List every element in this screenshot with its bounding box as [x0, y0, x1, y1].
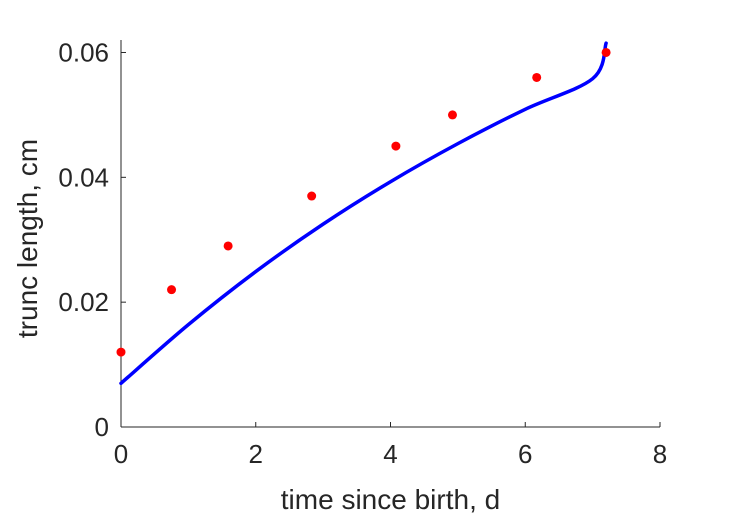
axes: [120, 40, 660, 428]
data-point: [223, 241, 233, 251]
fit-line-layer: [119, 41, 608, 386]
data-points-layer: [116, 47, 611, 357]
x-tick-label: 0: [114, 439, 128, 469]
ticks: 0 2 4 6 8 0 0.02 0.04 0.06: [58, 37, 667, 469]
y-tick-label: 0.02: [58, 287, 109, 317]
y-axis-title: trunc length, cm: [12, 139, 43, 338]
data-point: [116, 347, 126, 357]
y-tick-label: 0: [95, 412, 109, 442]
x-axis-title: time since birth, d: [281, 484, 500, 515]
x-tick-label: 6: [518, 439, 532, 469]
x-tick-label: 2: [249, 439, 263, 469]
x-tick-label: 4: [383, 439, 397, 469]
data-point: [167, 285, 177, 295]
y-tick-label: 0.06: [58, 37, 109, 67]
y-tick-label: 0.04: [58, 162, 109, 192]
data-point: [532, 72, 542, 82]
data-point: [601, 47, 611, 57]
fit-curve-line: [119, 41, 608, 386]
data-point: [391, 141, 401, 151]
data-point: [447, 110, 457, 120]
data-point: [307, 191, 317, 201]
x-tick-label: 8: [653, 439, 667, 469]
